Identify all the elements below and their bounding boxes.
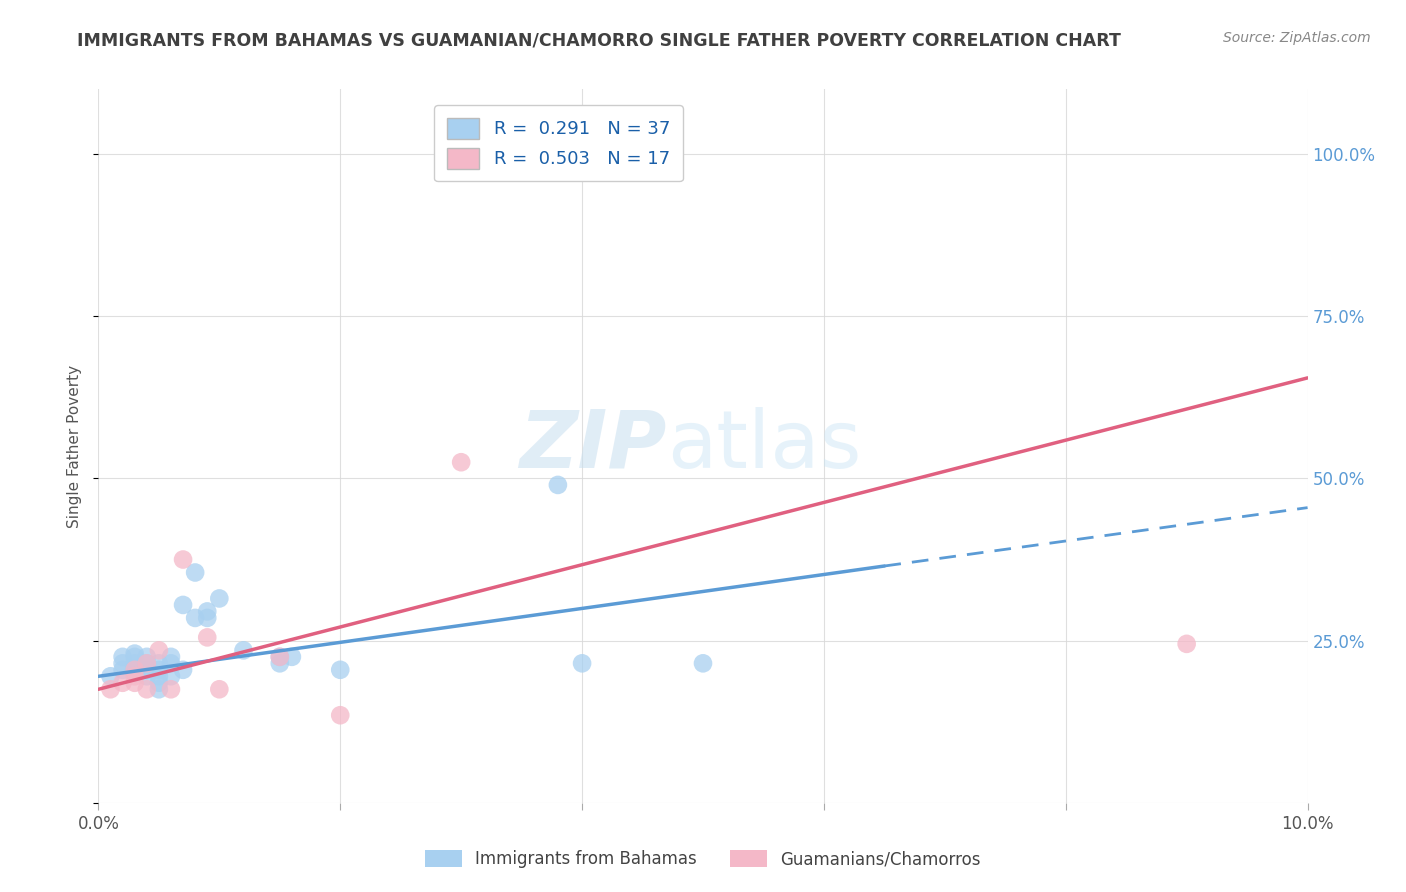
Y-axis label: Single Father Poverty: Single Father Poverty xyxy=(67,365,83,527)
Point xyxy=(184,611,207,625)
Point xyxy=(135,682,157,697)
Point xyxy=(124,675,146,690)
Point xyxy=(172,598,194,612)
Point xyxy=(195,604,218,618)
Point xyxy=(100,669,122,683)
Text: IMMIGRANTS FROM BAHAMAS VS GUAMANIAN/CHAMORRO SINGLE FATHER POVERTY CORRELATION : IMMIGRANTS FROM BAHAMAS VS GUAMANIAN/CHA… xyxy=(77,31,1121,49)
Point xyxy=(232,643,254,657)
Point xyxy=(208,682,231,697)
Text: atlas: atlas xyxy=(666,407,860,485)
Point xyxy=(172,552,194,566)
Point xyxy=(281,649,304,664)
Point xyxy=(111,657,134,671)
Point xyxy=(124,649,146,664)
Point xyxy=(148,675,170,690)
Text: ZIP: ZIP xyxy=(519,407,666,485)
Point xyxy=(644,150,666,164)
Point xyxy=(450,455,472,469)
Point xyxy=(124,669,146,683)
Point xyxy=(148,657,170,671)
Point xyxy=(111,649,134,664)
Point xyxy=(160,669,183,683)
Point xyxy=(148,643,170,657)
Point xyxy=(148,669,170,683)
Point xyxy=(208,591,231,606)
Point xyxy=(135,649,157,664)
Point xyxy=(571,657,593,671)
Point xyxy=(329,708,352,723)
Legend: R =  0.291   N = 37, R =  0.503   N = 17: R = 0.291 N = 37, R = 0.503 N = 17 xyxy=(434,105,682,181)
Point xyxy=(111,663,134,677)
Point xyxy=(135,663,157,677)
Point xyxy=(100,682,122,697)
Point xyxy=(160,649,183,664)
Point xyxy=(135,669,157,683)
Point xyxy=(1175,637,1198,651)
Point xyxy=(195,611,218,625)
Point xyxy=(195,631,218,645)
Point xyxy=(269,649,291,664)
Point xyxy=(269,657,291,671)
Point xyxy=(135,657,157,671)
Point xyxy=(269,649,291,664)
Point xyxy=(111,675,134,690)
Point xyxy=(184,566,207,580)
Point xyxy=(124,663,146,677)
Point xyxy=(692,657,714,671)
Point xyxy=(172,663,194,677)
Point xyxy=(148,682,170,697)
Point xyxy=(135,657,157,671)
Point xyxy=(160,682,183,697)
Point xyxy=(160,657,183,671)
Point xyxy=(124,647,146,661)
Point xyxy=(135,663,157,677)
Point xyxy=(329,663,352,677)
Point xyxy=(148,663,170,677)
Legend: Immigrants from Bahamas, Guamanians/Chamorros: Immigrants from Bahamas, Guamanians/Cham… xyxy=(419,843,987,875)
Point xyxy=(547,478,569,492)
Point xyxy=(124,657,146,671)
Text: Source: ZipAtlas.com: Source: ZipAtlas.com xyxy=(1223,31,1371,45)
Point xyxy=(124,663,146,677)
Point xyxy=(124,666,146,681)
